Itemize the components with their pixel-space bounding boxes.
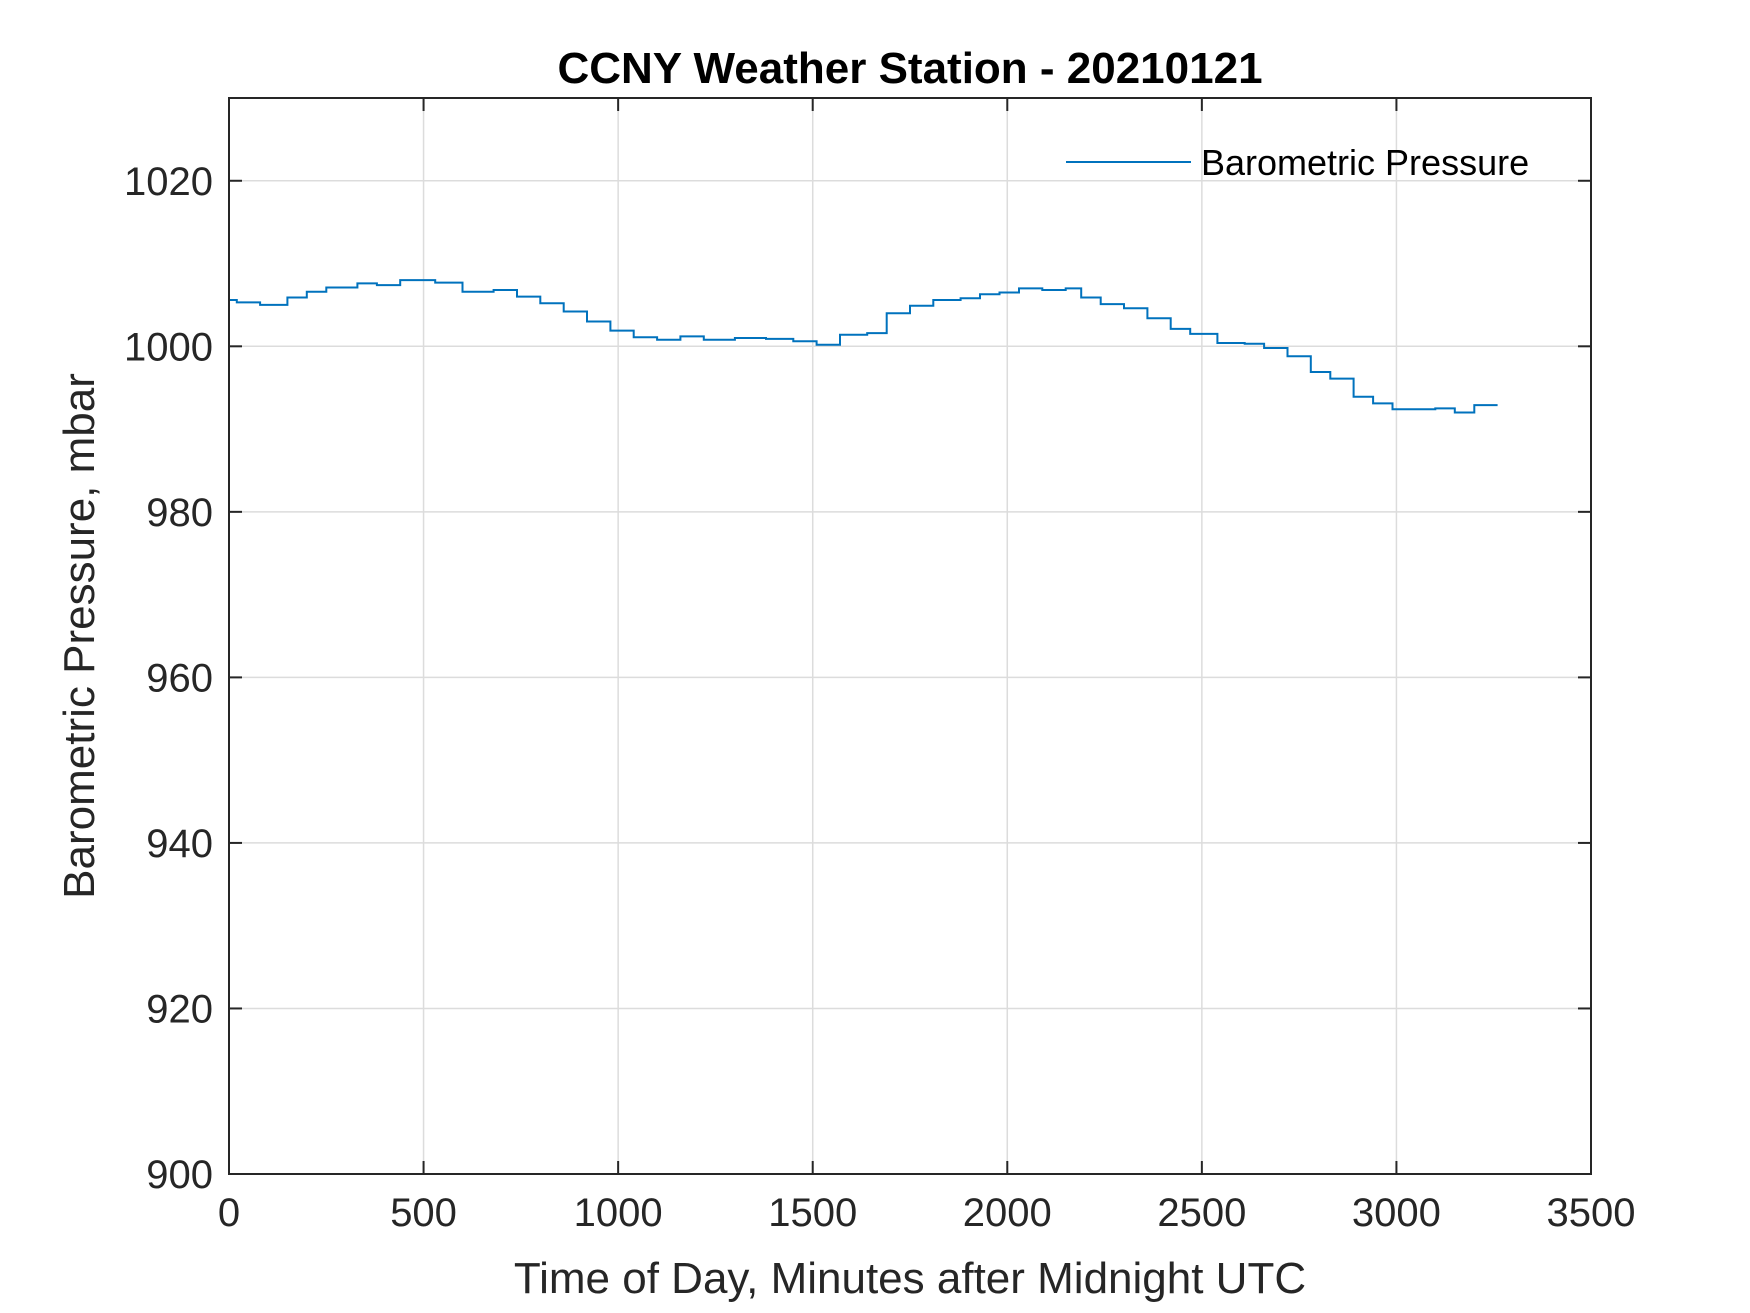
x-tick-labels: 0 500 1000 1500 2000 2500 3000 3500 [218,1191,1636,1235]
y-tick-labels: 900 920 940 960 980 1000 1020 [124,160,213,1197]
axes-background [229,98,1591,1174]
y-tick-label: 920 [146,987,213,1031]
x-tick-label: 3000 [1352,1191,1441,1235]
x-tick-label: 1000 [574,1191,663,1235]
legend-label: Barometric Pressure [1201,142,1529,183]
x-tick-label: 0 [218,1191,240,1235]
series-line-barometric-pressure [229,279,1498,414]
y-tick-label: 980 [146,491,213,535]
x-tick-label: 3500 [1547,1191,1636,1235]
x-tick-label: 2500 [1157,1191,1246,1235]
series-layer [229,279,1498,414]
plot-area [228,97,1592,1175]
x-axis-label: Time of Day, Minutes after Midnight UTC [514,1254,1306,1303]
legend: Barometric Pressure [1066,142,1529,183]
chart-title: CCNY Weather Station - 20210121 [557,44,1262,93]
y-axis-label: Barometric Pressure, mbar [55,373,104,899]
y-tick-label: 940 [146,822,213,866]
y-tick-label: 900 [146,1153,213,1197]
axes-box [228,97,1592,1175]
grid-lines [229,98,1591,1174]
tick-marks [228,98,1592,1175]
x-tick-label: 500 [390,1191,457,1235]
y-tick-label: 1020 [124,160,213,204]
y-tick-label: 1000 [124,325,213,369]
x-tick-label: 1500 [768,1191,857,1235]
x-tick-label: 2000 [963,1191,1052,1235]
y-tick-label: 960 [146,656,213,700]
